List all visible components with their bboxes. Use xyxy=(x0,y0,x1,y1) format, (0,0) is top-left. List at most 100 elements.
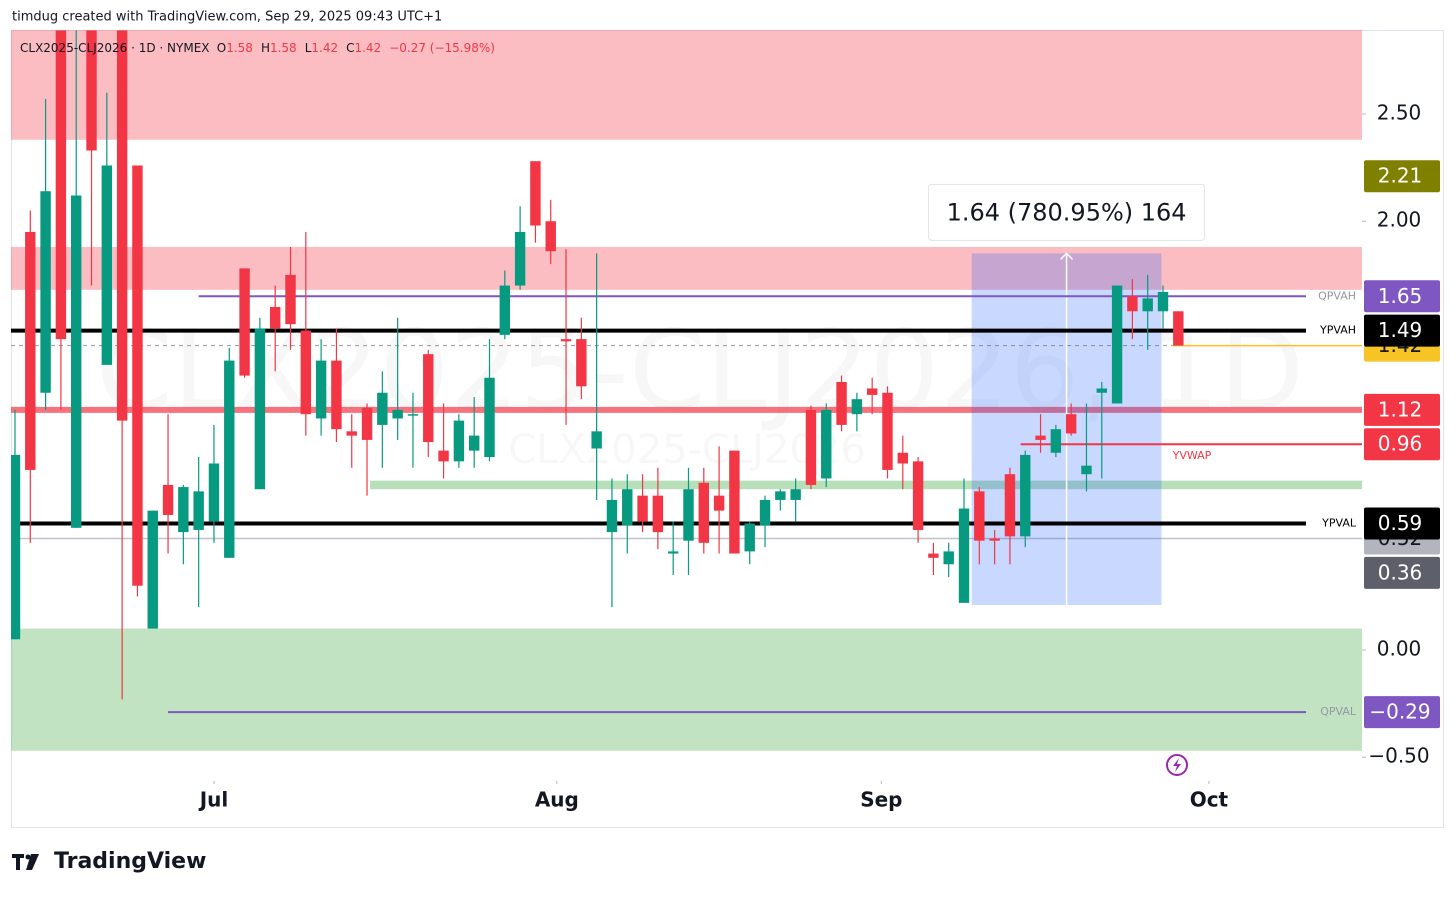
candle-body xyxy=(851,399,863,415)
measure-arrow-head xyxy=(1060,252,1074,260)
candle-body xyxy=(484,377,495,458)
candle-body xyxy=(101,165,113,365)
candle-body xyxy=(866,388,878,395)
candle-body xyxy=(958,508,970,603)
candle-body xyxy=(897,452,908,464)
price-tag xyxy=(1364,556,1440,589)
candle-body xyxy=(285,274,296,325)
candle-body xyxy=(637,495,648,522)
candle-body xyxy=(300,330,312,415)
price-tag xyxy=(1364,507,1440,540)
candle-body xyxy=(254,328,266,490)
candle-body xyxy=(269,306,281,329)
candle-body xyxy=(407,414,419,416)
candle-body xyxy=(1050,429,1062,453)
zone xyxy=(370,480,1362,490)
measure-label: 1.64 (780.95%) 164 xyxy=(947,198,1187,226)
candle-body xyxy=(162,484,174,515)
candle-body xyxy=(882,392,893,470)
legend: CLX2025-CLJ2026 · 1D · NYMEX O1.58 H1.58 L1… xyxy=(20,41,495,55)
candle-body xyxy=(1157,291,1169,312)
x-tick-label: Oct xyxy=(1190,788,1229,812)
price-tag xyxy=(1364,393,1440,426)
candle-body xyxy=(790,489,801,500)
y-tick-label: 2.50 xyxy=(1377,101,1422,125)
price-tag-label: 1.12 xyxy=(1378,397,1423,421)
candle-body xyxy=(361,407,373,440)
candle-body xyxy=(912,461,924,530)
candle-body xyxy=(667,551,679,554)
price-tag-label: 0.36 xyxy=(1378,560,1423,584)
price-tag xyxy=(1364,428,1440,461)
legend-value: 1.42 xyxy=(311,41,338,55)
candle-body xyxy=(1065,414,1077,434)
candle-body xyxy=(40,191,51,393)
candle-body xyxy=(132,165,143,586)
lightning-icon xyxy=(1166,754,1188,776)
candle-body xyxy=(744,523,755,552)
candle-body xyxy=(331,360,342,430)
candle-body xyxy=(805,409,817,485)
zone xyxy=(11,246,1362,290)
price-tag-label: 0.96 xyxy=(1378,432,1423,456)
candle-body xyxy=(1173,311,1184,346)
candle-body xyxy=(346,431,357,436)
candle-body xyxy=(591,431,602,449)
candle-body xyxy=(116,30,128,421)
candle-body xyxy=(392,409,403,419)
candle-body xyxy=(25,231,36,470)
price-tag xyxy=(1364,696,1440,729)
candle-body xyxy=(560,339,572,342)
footer-text: TradingView xyxy=(54,849,206,874)
candle-body xyxy=(1096,388,1107,393)
candle-body xyxy=(622,489,633,526)
candle-body xyxy=(208,463,220,522)
legend-symbol: CLX2025-CLJ2026 · 1D · NYMEX xyxy=(20,41,209,55)
legend-value: 1.42 xyxy=(354,41,381,55)
price-tag xyxy=(1364,314,1440,347)
candle-body xyxy=(224,360,235,558)
candle-body xyxy=(315,360,327,419)
candle-body xyxy=(698,482,710,543)
footer-logo: TradingView xyxy=(12,849,206,874)
candle-body xyxy=(1127,296,1138,312)
price-tag xyxy=(1364,160,1440,193)
legend-key: H xyxy=(261,41,270,55)
candle-body xyxy=(943,551,954,565)
candle-body xyxy=(453,420,465,462)
candle-body xyxy=(1142,298,1153,312)
candle-body xyxy=(11,454,21,640)
candle-body xyxy=(683,489,694,541)
zone xyxy=(11,30,1362,140)
price-tag-label: 0.59 xyxy=(1378,511,1423,535)
candle-body xyxy=(713,495,725,511)
candle-body xyxy=(55,30,67,340)
legend-value: 1.58 xyxy=(270,41,297,55)
candle-body xyxy=(423,354,434,443)
level-label: YVWAP xyxy=(1172,449,1212,462)
legend-key: O xyxy=(217,41,226,55)
legend-change: −0.27 (−15.98%) xyxy=(389,41,495,55)
y-tick-label: −0.50 xyxy=(1368,744,1429,768)
candle-body xyxy=(606,499,618,533)
candle-body xyxy=(836,382,847,425)
candle-body xyxy=(729,450,740,554)
candle-body xyxy=(499,285,511,335)
candle-body xyxy=(147,510,158,629)
candle-body xyxy=(1004,474,1016,537)
candle-body xyxy=(178,487,189,533)
chart-frame xyxy=(11,30,1444,828)
candle-body xyxy=(928,553,939,558)
legend-key: L xyxy=(305,41,312,55)
candle-body xyxy=(468,435,480,451)
candle-body xyxy=(775,491,786,500)
header: timdug created with TradingView.com, Sep… xyxy=(12,10,442,25)
price-tag-label: 1.65 xyxy=(1378,284,1423,308)
candle-body xyxy=(989,538,1000,541)
candle-body xyxy=(759,499,771,526)
candle-body xyxy=(239,268,250,376)
measure-box xyxy=(928,183,1206,241)
candle-body xyxy=(974,491,985,541)
